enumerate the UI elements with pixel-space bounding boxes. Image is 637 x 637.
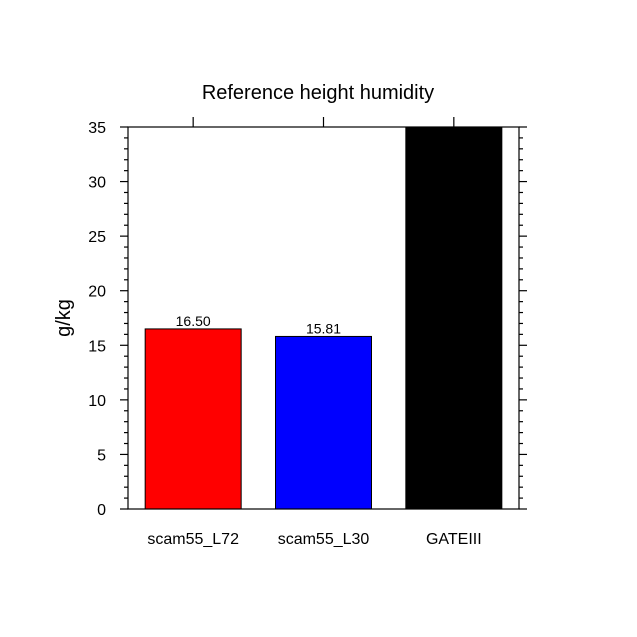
x-tick-label: scam55_L72 (147, 531, 239, 548)
y-tick-label: 5 (97, 447, 106, 464)
x-tick-labels: scam55_L72 scam55_L30 GATEIII (147, 531, 481, 548)
y-tick-label: 30 (88, 175, 106, 192)
axis-ticks (120, 117, 527, 510)
chart-title: Reference height humidity (202, 82, 434, 104)
y-tick-label: 20 (88, 284, 106, 301)
x-tick-label: GATEIII (426, 531, 482, 548)
y-tick-label: 0 (97, 502, 106, 519)
y-tick-labels: 0 5 10 15 20 25 30 35 (88, 120, 106, 519)
y-tick-label: 10 (88, 393, 106, 410)
bar-scam55-l30 (275, 335, 372, 510)
bar-gateiii (405, 126, 503, 510)
value-label: 16.50 (176, 313, 211, 329)
x-tick-label: scam55_L30 (278, 531, 370, 548)
y-tick-label: 35 (88, 120, 106, 137)
value-label: 15.81 (306, 320, 341, 336)
bar-scam55-l72 (144, 328, 242, 510)
y-axis-label: g/kg (53, 299, 75, 337)
value-labels: 16.50 15.81 (176, 313, 342, 337)
y-tick-label: 25 (88, 229, 106, 246)
y-tick-label: 15 (88, 338, 106, 355)
